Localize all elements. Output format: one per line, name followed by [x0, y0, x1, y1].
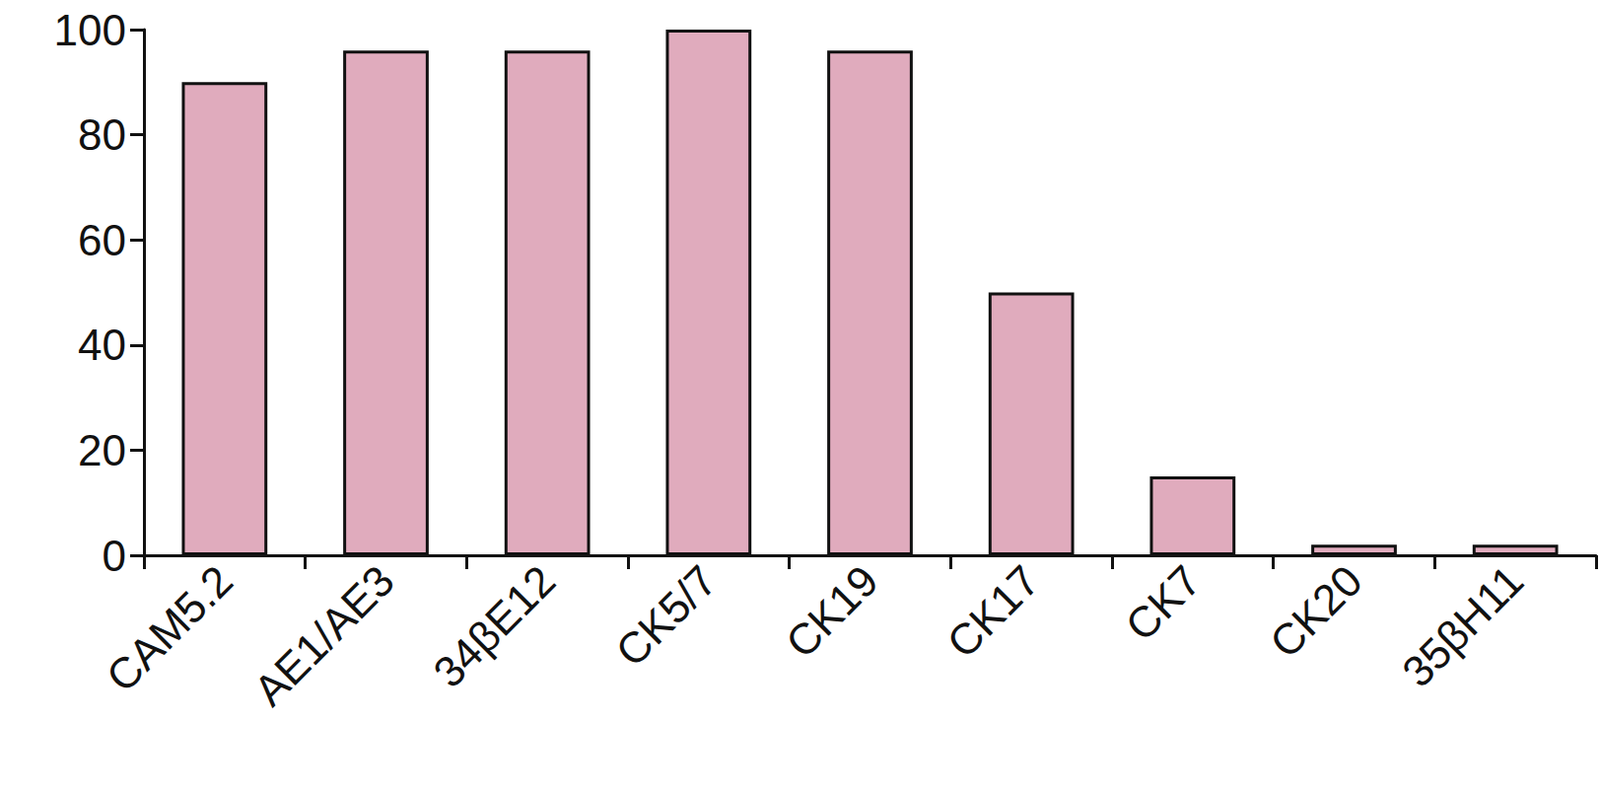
svg-text:60: 60: [77, 215, 127, 265]
svg-text:0: 0: [102, 531, 127, 580]
svg-text:CK17: CK17: [937, 556, 1048, 667]
svg-text:CK20: CK20: [1259, 556, 1371, 667]
svg-text:AE1/AE3: AE1/AE3: [244, 556, 404, 715]
svg-text:40: 40: [77, 320, 127, 369]
svg-text:35βH11: 35βH11: [1392, 556, 1533, 696]
svg-text:CK7: CK7: [1115, 556, 1210, 650]
svg-text:80: 80: [77, 110, 127, 159]
svg-text:CK19: CK19: [775, 556, 887, 667]
svg-text:100: 100: [54, 5, 127, 55]
svg-text:CK5/7: CK5/7: [606, 556, 726, 676]
svg-text:CAM5.2: CAM5.2: [96, 556, 242, 701]
svg-text:34βE12: 34βE12: [423, 556, 564, 696]
svg-text:20: 20: [77, 425, 127, 475]
